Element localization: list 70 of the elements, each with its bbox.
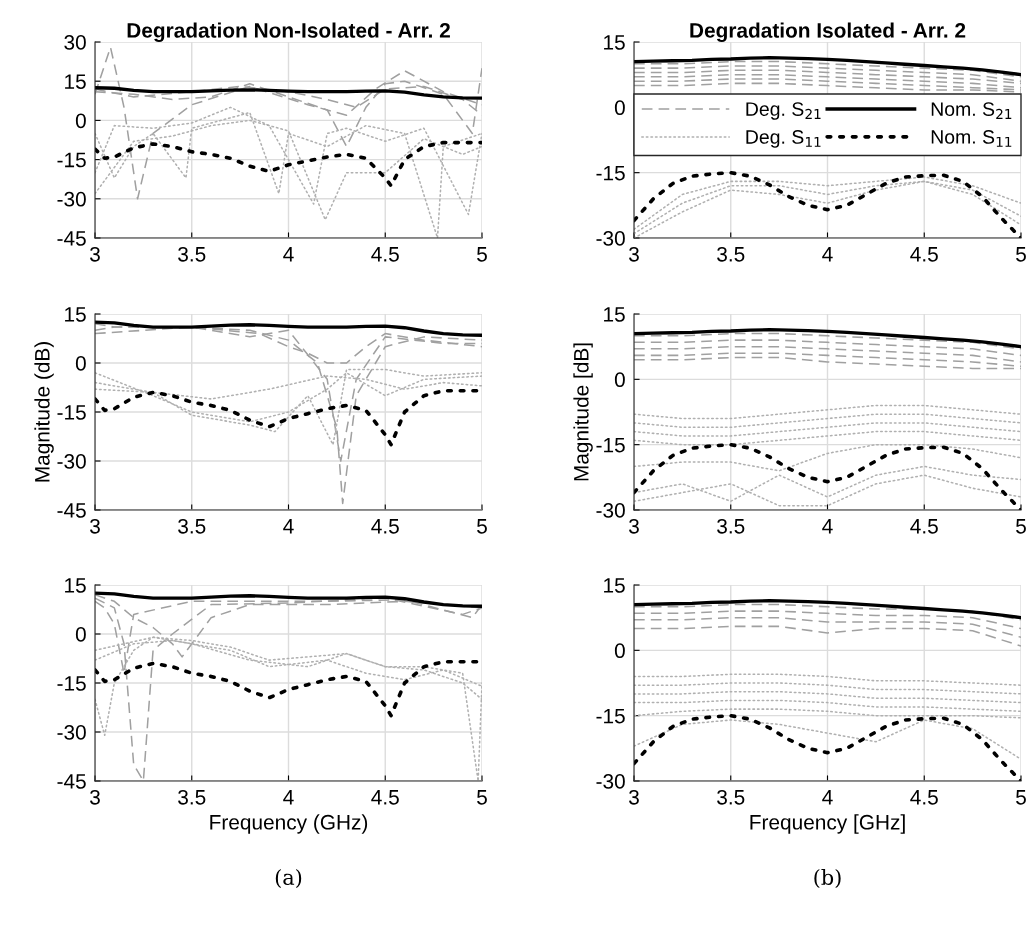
y-tick-label: 15 — [604, 578, 625, 593]
text: (b) — [814, 868, 841, 888]
chart-title: Degradation Non-Isolated - Arr. 2 — [127, 22, 450, 42]
x-tick-label: 5 — [477, 790, 487, 805]
x-tick-label: 4.5 — [910, 790, 938, 805]
y-tick-label: 15 — [604, 35, 625, 50]
y-tick-label: -45 — [57, 231, 86, 246]
y-tick-label: 0 — [75, 113, 86, 129]
x-tick-label: 5 — [477, 519, 487, 534]
x-tick-label: 4.5 — [371, 519, 399, 534]
x-tick-label: 3 — [90, 789, 100, 805]
y-axis-title: Magnitude [dB] — [573, 343, 593, 481]
x-axis-title: Frequency (GHz) — [210, 814, 368, 834]
chart-title: Degradation Isolated - Arr. 2 — [690, 22, 966, 42]
y-tick-label: 0 — [75, 356, 86, 371]
x-tick-label: 3.5 — [717, 246, 745, 262]
y-tick-label: 0 — [75, 627, 86, 642]
y-tick-label: 15 — [604, 307, 625, 322]
x-tick-label: 4 — [822, 790, 833, 805]
x-tick-label: 4.5 — [910, 519, 938, 534]
text: (a) — [275, 868, 302, 888]
x-tick-label: 3.5 — [178, 789, 206, 805]
y-tick-label: 0 — [614, 100, 625, 116]
x-tick-label: 3.5 — [717, 789, 745, 805]
y-tick-label: 15 — [65, 307, 86, 322]
y-axis-title: Magnitude (dB) — [34, 342, 54, 482]
legend-label: Deg. S$_{21}$ — [746, 102, 821, 120]
x-tick-label: 3 — [90, 518, 100, 534]
x-tick-label: 5 — [477, 247, 487, 262]
y-tick-label: -45 — [57, 503, 86, 518]
x-tick-label: 4 — [283, 790, 294, 805]
x-tick-label: 5 — [1016, 247, 1026, 262]
y-tick-label: 15 — [65, 74, 86, 89]
y-tick-label: 0 — [614, 643, 625, 659]
x-tick-label: 5 — [1016, 519, 1026, 534]
y-tick-label: 30 — [64, 35, 86, 50]
legend-label: Nom. S$_{21}$ — [931, 102, 1012, 119]
legend-label: Nom. S$_{11}$ — [931, 130, 1012, 147]
y-tick-label: -30 — [57, 725, 86, 740]
x-tick-label: 5 — [1016, 790, 1026, 805]
x-tick-label: 4.5 — [371, 247, 399, 262]
y-tick-label: -15 — [57, 676, 86, 691]
y-tick-label: -30 — [57, 191, 86, 207]
x-tick-label: 4.5 — [910, 247, 938, 262]
x-tick-label: 4.5 — [371, 790, 399, 805]
y-tick-label: -30 — [57, 454, 86, 469]
x-tick-label: 4 — [283, 247, 294, 262]
x-tick-label: 3 — [629, 246, 639, 262]
x-tick-label: 4 — [822, 519, 833, 534]
y-tick-label: -30 — [596, 231, 625, 246]
y-tick-label: 15 — [65, 578, 86, 593]
x-axis-title: Frequency [GHz] — [750, 814, 905, 834]
y-tick-label: -15 — [57, 405, 86, 420]
y-tick-label: -45 — [57, 774, 86, 789]
y-tick-label: -15 — [596, 165, 625, 181]
x-tick-label: 3 — [90, 246, 100, 262]
x-tick-label: 4 — [822, 247, 833, 262]
x-tick-label: 3 — [629, 518, 639, 534]
x-tick-label: 4 — [283, 519, 294, 534]
x-tick-label: 3.5 — [178, 518, 206, 534]
x-tick-label: 3 — [629, 789, 639, 805]
y-tick-label: -30 — [596, 503, 625, 518]
x-tick-label: 3.5 — [178, 246, 206, 262]
y-tick-label: -15 — [596, 708, 625, 724]
y-tick-label: -15 — [57, 152, 86, 168]
y-tick-label: 0 — [614, 372, 625, 388]
x-tick-label: 3.5 — [717, 518, 745, 534]
y-tick-label: -15 — [596, 437, 625, 453]
legend-label: Deg. S$_{11}$ — [746, 130, 821, 148]
y-tick-label: -30 — [596, 774, 625, 789]
